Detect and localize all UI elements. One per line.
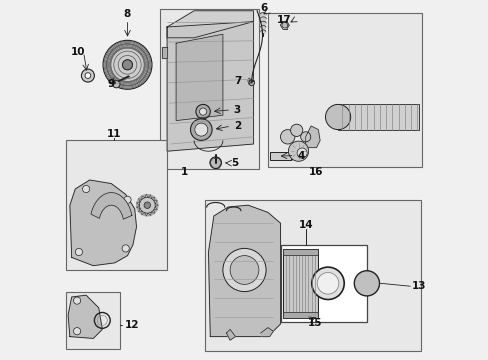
Circle shape — [300, 132, 310, 142]
Polygon shape — [70, 180, 136, 266]
Circle shape — [144, 202, 150, 208]
Circle shape — [122, 60, 132, 70]
Circle shape — [82, 185, 89, 193]
Circle shape — [75, 248, 82, 256]
Circle shape — [223, 248, 265, 292]
Circle shape — [354, 271, 379, 296]
Polygon shape — [305, 126, 320, 148]
Polygon shape — [68, 295, 102, 338]
Text: 8: 8 — [123, 9, 131, 19]
Bar — [283, 249, 317, 318]
Polygon shape — [153, 210, 157, 213]
Polygon shape — [167, 11, 253, 38]
Bar — [66, 140, 167, 270]
Polygon shape — [146, 213, 150, 216]
Text: 15: 15 — [307, 318, 322, 328]
Polygon shape — [176, 34, 223, 121]
Polygon shape — [142, 213, 146, 216]
Polygon shape — [260, 328, 273, 337]
Circle shape — [288, 141, 308, 161]
Text: 3: 3 — [233, 105, 241, 115]
Circle shape — [317, 273, 338, 294]
Circle shape — [113, 81, 120, 88]
Ellipse shape — [260, 26, 265, 29]
Bar — [283, 312, 317, 318]
Circle shape — [248, 80, 254, 86]
Text: 16: 16 — [308, 167, 323, 177]
Text: 6: 6 — [260, 3, 267, 13]
Polygon shape — [137, 207, 140, 212]
Circle shape — [73, 297, 81, 304]
Circle shape — [290, 124, 302, 136]
Text: 17: 17 — [276, 15, 291, 25]
Text: 9: 9 — [107, 78, 115, 89]
Polygon shape — [226, 329, 235, 340]
Circle shape — [230, 256, 258, 284]
Polygon shape — [150, 195, 154, 198]
Text: 14: 14 — [299, 220, 313, 230]
Polygon shape — [142, 194, 146, 198]
Circle shape — [196, 104, 210, 119]
Circle shape — [139, 197, 155, 213]
Circle shape — [73, 328, 81, 335]
Text: 2: 2 — [233, 121, 241, 131]
Bar — [283, 249, 317, 255]
Circle shape — [123, 196, 131, 203]
Text: 11: 11 — [106, 129, 121, 139]
Polygon shape — [153, 197, 157, 201]
Circle shape — [280, 130, 294, 144]
Polygon shape — [138, 211, 142, 215]
Circle shape — [209, 157, 221, 168]
Ellipse shape — [260, 21, 265, 25]
Bar — [267, 13, 421, 167]
Circle shape — [194, 123, 207, 136]
Bar — [66, 292, 120, 349]
Polygon shape — [155, 201, 158, 205]
Circle shape — [296, 148, 306, 158]
Circle shape — [122, 245, 129, 252]
Text: 13: 13 — [411, 281, 426, 291]
Text: 10: 10 — [71, 47, 85, 57]
Text: 7: 7 — [234, 76, 242, 86]
Bar — [337, 104, 418, 130]
Ellipse shape — [260, 30, 265, 33]
Circle shape — [282, 22, 287, 28]
Circle shape — [85, 73, 91, 78]
Circle shape — [199, 108, 206, 115]
Polygon shape — [208, 205, 280, 337]
Circle shape — [81, 69, 94, 82]
Bar — [269, 152, 291, 160]
Text: 4: 4 — [296, 150, 304, 161]
Circle shape — [311, 267, 344, 300]
Polygon shape — [167, 22, 253, 151]
Bar — [160, 9, 258, 169]
Bar — [280, 245, 366, 322]
Polygon shape — [146, 194, 150, 197]
Ellipse shape — [260, 13, 266, 16]
Polygon shape — [162, 47, 167, 58]
Polygon shape — [137, 203, 139, 207]
Polygon shape — [150, 212, 154, 216]
Polygon shape — [155, 205, 158, 210]
Polygon shape — [137, 199, 140, 203]
Text: 12: 12 — [124, 320, 139, 330]
Text: 5: 5 — [231, 158, 238, 168]
Bar — [204, 200, 420, 351]
Circle shape — [190, 119, 212, 140]
Circle shape — [103, 40, 152, 89]
Text: 1: 1 — [180, 167, 187, 177]
Polygon shape — [91, 193, 132, 219]
Circle shape — [325, 104, 350, 130]
Polygon shape — [138, 196, 142, 199]
Ellipse shape — [260, 17, 266, 21]
